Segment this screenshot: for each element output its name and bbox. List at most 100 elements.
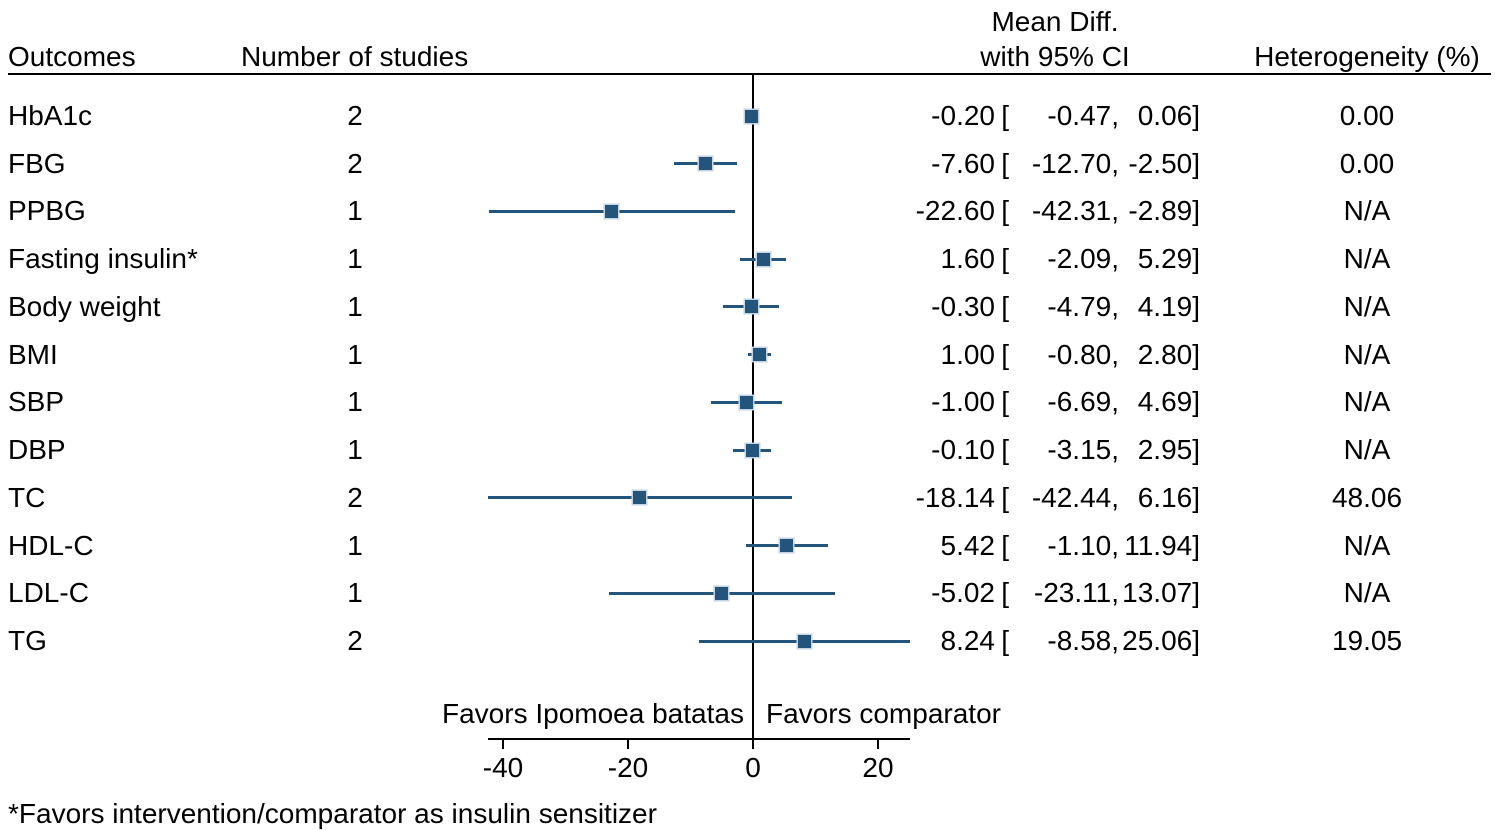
outcome-label: Fasting insulin* — [8, 243, 198, 275]
n-studies-value: 1 — [347, 434, 363, 466]
x-axis-line — [488, 738, 910, 740]
n-studies-value: 2 — [347, 481, 363, 513]
outcome-label: FBG — [8, 147, 66, 179]
heterogeneity-value: N/A — [1343, 434, 1391, 466]
outcome-label: DBP — [8, 434, 66, 466]
heterogeneity-value: N/A — [1343, 386, 1391, 418]
open-bracket: [ — [1001, 529, 1009, 561]
open-bracket: [ — [1001, 386, 1009, 418]
x-axis-tick-mark — [627, 740, 629, 749]
heterogeneity-value: 0.00 — [1339, 147, 1395, 179]
n-studies-value: 1 — [347, 195, 363, 227]
open-bracket: [ — [1001, 481, 1009, 513]
mean-diff-ci-text: 5.42 [-1.10, 11.94] — [895, 529, 1201, 563]
point-estimate-marker — [605, 205, 619, 218]
mean-diff-value: -0.20 — [931, 100, 995, 131]
point-estimate-marker — [756, 252, 770, 266]
ci-upper-value: 13.07] — [1122, 577, 1200, 609]
outcome-label: TG — [8, 625, 47, 657]
favors-left-label: Favors Ipomoea batatas — [442, 698, 744, 729]
open-bracket: [ — [1001, 243, 1009, 275]
mean-diff-ci-text: -0.30 [-4.79, 4.19] — [895, 290, 1200, 324]
open-bracket: [ — [1001, 577, 1009, 609]
x-axis-tick-label: 20 — [862, 752, 894, 783]
n-studies-value: 1 — [347, 243, 363, 275]
header-divider-line — [8, 73, 1491, 75]
n-studies-value: 2 — [347, 147, 363, 179]
heterogeneity-value: N/A — [1343, 195, 1391, 227]
mean-diff-ci-text: 8.24 [ -8.58, 25.06] — [895, 624, 1201, 658]
n-studies-value: 2 — [347, 100, 363, 131]
open-bracket: [ — [1001, 338, 1009, 370]
open-bracket: [ — [1001, 625, 1009, 657]
x-axis-tick-label: -40 — [482, 752, 524, 783]
heterogeneity-value: N/A — [1343, 577, 1391, 609]
mean-diff-ci-text: -22.60 [-42.31, -2.89] — [895, 194, 1200, 228]
heterogeneity-value: 0.00 — [1339, 100, 1395, 131]
ci-upper-value: -2.50] — [1128, 147, 1200, 179]
ci-lower-value: -1.10, — [1047, 529, 1119, 561]
open-bracket: [ — [1001, 434, 1009, 466]
mean-diff-value: 1.00 — [940, 338, 996, 370]
mean-diff-value: -22.60 — [915, 195, 995, 227]
mean-diff-ci-text: -0.20 [-0.47, 0.06] — [895, 99, 1200, 133]
point-estimate-marker — [633, 491, 647, 505]
mean-diff-value: 8.24 — [940, 625, 996, 657]
point-estimate-marker — [745, 443, 759, 457]
mean-diff-ci-text: 1.00 [ -0.80, 2.80] — [895, 338, 1201, 372]
column-header-outcomes: Outcomes — [8, 41, 136, 72]
ci-lower-value: -42.44, — [1031, 481, 1119, 513]
mean-diff-value: 5.42 — [940, 529, 996, 561]
mean-diff-value: -7.60 — [931, 147, 995, 179]
column-header-heterogeneity: Heterogeneity (%) — [1254, 41, 1480, 72]
point-estimate-marker — [715, 586, 729, 600]
ci-lower-value: -8.58, — [1047, 625, 1119, 657]
ci-lower-value: -6.69, — [1047, 386, 1119, 418]
open-bracket: [ — [1001, 147, 1009, 179]
open-bracket: [ — [1001, 290, 1009, 322]
ci-upper-value: 4.19] — [1137, 290, 1200, 322]
mean-diff-value: -0.10 — [931, 434, 995, 466]
n-studies-value: 1 — [347, 577, 363, 609]
x-axis-tick-mark — [502, 740, 504, 749]
ci-lower-value: -12.70, — [1031, 147, 1119, 179]
outcome-label: PPBG — [8, 195, 86, 227]
x-axis-tick-label: 0 — [745, 752, 761, 783]
mean-diff-ci-text: -7.60 [ -12.70, -2.50] — [895, 147, 1200, 181]
ci-upper-value: 25.06] — [1122, 625, 1200, 657]
outcome-label: TC — [8, 481, 46, 513]
mean-diff-ci-text: -0.10 [-3.15, 2.95] — [895, 433, 1200, 467]
point-estimate-marker — [780, 539, 794, 553]
favors-right-label: Favors comparator — [766, 698, 1001, 729]
mean-diff-ci-text: -18.14 [-42.44, 6.16] — [895, 481, 1200, 515]
mean-diff-value: 1.60 — [940, 243, 996, 275]
footnote: *Favors intervention/comparator as insul… — [8, 798, 657, 829]
outcome-label: Body weight — [8, 290, 161, 322]
n-studies-value: 2 — [347, 625, 363, 657]
column-header-mean-diff-line2: with 95% CI — [980, 41, 1130, 72]
column-header-number-of-studies: Number of studies — [241, 41, 469, 72]
x-axis-tick-label: -20 — [607, 752, 649, 783]
heterogeneity-value: N/A — [1343, 529, 1391, 561]
ci-lower-value: -0.47, — [1047, 100, 1119, 131]
mean-diff-value: -18.14 — [915, 481, 995, 513]
point-estimate-marker — [744, 300, 758, 314]
ci-upper-value: 0.06] — [1137, 100, 1200, 131]
heterogeneity-value: N/A — [1343, 338, 1391, 370]
heterogeneity-value: N/A — [1343, 290, 1391, 322]
n-studies-value: 1 — [347, 338, 363, 370]
ci-lower-value: -0.80, — [1047, 338, 1119, 370]
ci-upper-value: 5.29] — [1137, 243, 1200, 275]
n-studies-value: 1 — [347, 386, 363, 418]
ci-upper-value: 2.80] — [1137, 338, 1200, 370]
mean-diff-value: -5.02 — [931, 577, 995, 609]
outcome-label: BMI — [8, 338, 58, 370]
x-axis-tick-mark — [877, 740, 879, 749]
point-estimate-marker — [699, 157, 712, 171]
ci-upper-value: 4.69] — [1137, 386, 1200, 418]
mean-diff-ci-text: 1.60 [-2.09, 5.29] — [895, 242, 1201, 276]
column-header-mean-diff-line1: Mean Diff. — [991, 6, 1119, 37]
heterogeneity-value: N/A — [1343, 243, 1391, 275]
mean-diff-ci-text: -5.02 [-23.11, 13.07] — [895, 576, 1200, 610]
x-axis-tick-mark — [752, 740, 754, 749]
